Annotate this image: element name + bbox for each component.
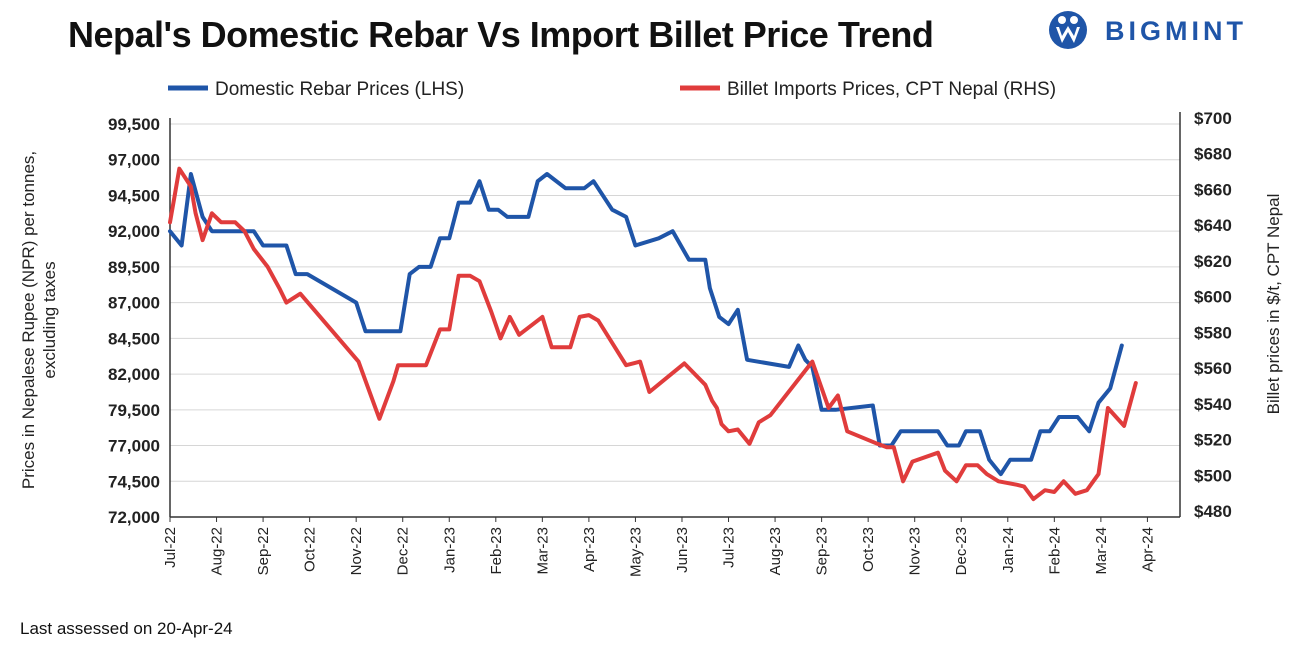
left-tick-label: 97,000 xyxy=(108,151,160,170)
right-tick-label: $620 xyxy=(1194,252,1232,271)
right-tick-label: $640 xyxy=(1194,216,1232,235)
left-axis-ticks: 99,500 97,000 94,500 92,000 89,500 87,000 84,5… xyxy=(108,115,160,527)
right-tick-label: $500 xyxy=(1194,466,1232,485)
x-tick-label: Sep-22 xyxy=(255,527,272,575)
legend-label-billet: Billet Imports Prices, CPT Nepal (RHS) xyxy=(727,79,1056,100)
x-tick-label: Mar-24 xyxy=(1093,527,1110,575)
right-tick-label: $540 xyxy=(1194,395,1232,414)
right-tick-label: $700 xyxy=(1194,109,1232,128)
right-tick-label: $520 xyxy=(1194,431,1232,450)
x-tick-label: Jul-22 xyxy=(162,527,179,568)
x-tick-label: Feb-23 xyxy=(488,527,505,575)
billet-price-line xyxy=(168,166,1138,502)
left-tick-label: 77,000 xyxy=(108,437,160,456)
x-tick-label: Nov-22 xyxy=(348,527,365,575)
x-tick-label: Sep-23 xyxy=(814,527,831,575)
series-lines xyxy=(168,166,1138,502)
y-axis-label-line-2: excluding taxes xyxy=(40,261,59,378)
x-tick-label: Aug-22 xyxy=(209,527,226,575)
x-tick-label: Aug-23 xyxy=(767,527,784,575)
left-tick-label: 72,000 xyxy=(108,508,160,527)
bigmint-logo-icon xyxy=(1049,11,1087,49)
last-assessed-note: Last assessed on 20-Apr-24 xyxy=(20,619,233,638)
x-tick-label: Oct-23 xyxy=(860,527,877,572)
x-tick-label: Apr-23 xyxy=(581,527,598,572)
right-axis-ticks: $700 $680 $660 $640 $620 $600 $580 $560 $540 $520… xyxy=(1194,109,1232,521)
x-tick-label: Dec-22 xyxy=(395,527,412,575)
right-tick-label: $680 xyxy=(1194,145,1232,164)
left-tick-label: 94,500 xyxy=(108,186,160,205)
right-tick-label: $580 xyxy=(1194,323,1232,342)
right-tick-label: $600 xyxy=(1194,288,1232,307)
x-tick-label: Oct-22 xyxy=(302,527,319,572)
x-tick-label: Mar-23 xyxy=(534,527,551,575)
x-tick-label: Feb-24 xyxy=(1046,527,1063,575)
x-tick-label: Jan-24 xyxy=(1000,527,1017,573)
left-tick-label: 82,000 xyxy=(108,365,160,384)
axes xyxy=(169,112,1181,518)
x-tick-label: Nov-23 xyxy=(907,527,924,575)
left-tick-label: 92,000 xyxy=(108,222,160,241)
right-tick-label: $560 xyxy=(1194,359,1232,378)
gridlines xyxy=(170,123,1180,482)
left-tick-label: 84,500 xyxy=(108,329,160,348)
legend: Domestic Rebar Prices (LHS) Billet Impor… xyxy=(168,79,1056,100)
logo-wordmark: BIGMINT xyxy=(1105,16,1247,46)
chart-title: Nepal's Domestic Rebar Vs Import Billet … xyxy=(68,14,934,55)
y-axis-label: Prices in Nepalese Rupee (NPR) per tonne… xyxy=(19,151,59,489)
x-tick-label: Jun-23 xyxy=(674,527,691,573)
x-tick-label: Jul-23 xyxy=(721,527,738,568)
left-tick-label: 74,500 xyxy=(108,472,160,491)
left-tick-label: 87,000 xyxy=(108,294,160,313)
left-tick-label: 99,500 xyxy=(108,115,160,134)
rebar-price-line xyxy=(168,172,1124,477)
x-tick-label: Jan-23 xyxy=(441,527,458,573)
x-axis-ticks: Jul-22 Aug-22 Sep-22 Oct-22 Nov-22 Dec-22 Jan-… xyxy=(162,517,1156,577)
left-tick-label: 89,500 xyxy=(108,258,160,277)
y2-axis-label: Billet prices in $/t, CPT Nepal xyxy=(1264,194,1283,415)
legend-label-rebar: Domestic Rebar Prices (LHS) xyxy=(215,79,464,100)
x-tick-label: Apr-24 xyxy=(1139,527,1156,572)
right-tick-label: $660 xyxy=(1194,180,1232,199)
right-tick-label: $480 xyxy=(1194,502,1232,521)
left-tick-label: 79,500 xyxy=(108,401,160,420)
x-tick-label: Dec-23 xyxy=(953,527,970,575)
y-axis-label-line-1: Prices in Nepalese Rupee (NPR) per tonne… xyxy=(19,151,38,489)
x-tick-label: May-23 xyxy=(627,527,644,577)
